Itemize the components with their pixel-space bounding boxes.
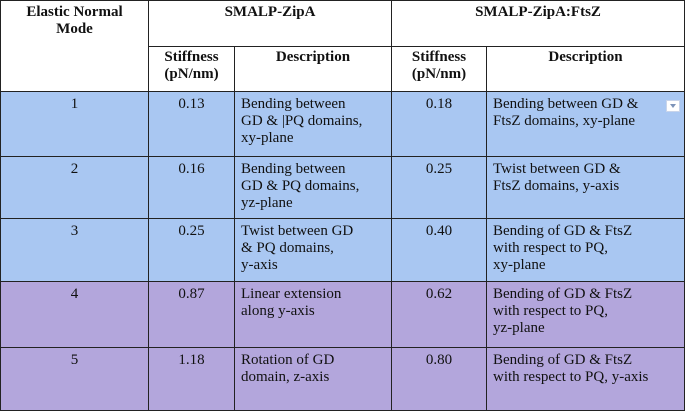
table-row: 5 1.18 Rotation of GD domain, z-axis 0.8… [0, 347, 685, 411]
mode-cell: 3 [0, 218, 149, 282]
description-line: Bending between [241, 96, 346, 112]
description-line: GD & |PQ domains, [241, 113, 363, 129]
stiffness-unit: (pN/nm) [164, 66, 219, 82]
ftsz-stiffness-cell: 0.25 [391, 156, 487, 219]
description-line: Bending between GD & [493, 96, 639, 112]
zipa-stiffness-cell: 0.25 [148, 218, 235, 282]
description-line: FtsZ domains, xy-plane [493, 113, 636, 129]
mode-header: Elastic Normal Mode [0, 0, 149, 92]
zipa-stiffness-cell: 1.18 [148, 347, 235, 411]
description-line: Twist between GD [241, 223, 354, 239]
ftsz-description-cell: Bending of GD & FtsZ with respect to PQ,… [486, 218, 685, 282]
ftsz-description-cell: Bending between GD & FtsZ domains, xy-pl… [486, 91, 685, 157]
table-row: 1 0.13 Bending between GD & |PQ domains,… [0, 91, 685, 157]
description-line: GD & PQ domains, [241, 178, 360, 194]
ftsz-description-cell: Twist between GD & FtsZ domains, y-axis [486, 156, 685, 219]
description-line: Linear extension [241, 286, 342, 302]
mode-cell: 4 [0, 281, 149, 348]
ftsz-description-header: Description [486, 46, 685, 92]
mode-header-line: Elastic Normal [26, 4, 123, 20]
zipa-stiffness-cell: 0.13 [148, 91, 235, 157]
description-line: domain, z-axis [241, 369, 330, 385]
description-line: with respect to PQ, y-axis [493, 369, 649, 385]
description-line: y-axis [241, 257, 278, 273]
mode-cell: 1 [0, 91, 149, 157]
ftsz-group-header: SMALP-ZipA:FtsZ [391, 0, 685, 47]
zipa-stiffness-cell: 0.16 [148, 156, 235, 219]
table-row: 2 0.16 Bending between GD & PQ domains, … [0, 156, 685, 219]
stiffness-label: Stiffness [411, 49, 467, 65]
zipa-description-cell: Twist between GD & PQ domains, y-axis [234, 218, 392, 282]
description-line: with respect to PQ, [493, 240, 608, 256]
stiffness-unit: (pN/nm) [411, 66, 467, 82]
mode-header-line: Mode [56, 21, 93, 37]
zipa-description-cell: Rotation of GD domain, z-axis [234, 347, 392, 411]
table-row: 4 0.87 Linear extension along y-axis 0.6… [0, 281, 685, 348]
description-line: Twist between GD & [493, 161, 621, 177]
mode-cell: 5 [0, 347, 149, 411]
ftsz-stiffness-cell: 0.40 [391, 218, 487, 282]
table-subheader-row: Stiffness (pN/nm) Description Stiffness … [1, 46, 685, 92]
mode-cell: 2 [0, 156, 149, 219]
table-header-row: Elastic Normal Mode SMALP-ZipA SMALP-Zip… [0, 0, 685, 92]
stiffness-label: Stiffness [164, 49, 219, 65]
description-line: yz-plane [241, 195, 293, 211]
zipa-description-cell: Linear extension along y-axis [234, 281, 392, 348]
zipa-stiffness-header: Stiffness (pN/nm) [148, 46, 235, 92]
description-line: Bending of GD & FtsZ [493, 223, 633, 239]
zipa-stiffness-cell: 0.87 [148, 281, 235, 348]
chevron-down-icon[interactable] [666, 100, 680, 112]
zipa-group-header: SMALP-ZipA [148, 0, 392, 47]
zipa-description-cell: Bending between GD & PQ domains, yz-plan… [234, 156, 392, 219]
ftsz-stiffness-cell: 0.80 [391, 347, 487, 411]
zipa-description-header: Description [234, 46, 392, 92]
description-line: Bending of GD & FtsZ [493, 286, 633, 302]
zipa-description-cell: Bending between GD & |PQ domains, xy-pla… [234, 91, 392, 157]
table-row: 3 0.25 Twist between GD & PQ domains, y-… [0, 218, 685, 282]
description-line: Bending of GD & FtsZ [493, 352, 633, 368]
ftsz-stiffness-cell: 0.18 [391, 91, 487, 157]
description-line: xy-plane [493, 257, 546, 273]
ftsz-description-cell: Bending of GD & FtsZ with respect to PQ,… [486, 347, 685, 411]
description-line: along y-axis [241, 303, 315, 319]
description-line: & PQ domains, [241, 240, 334, 256]
ftsz-stiffness-header: Stiffness (pN/nm) [391, 46, 487, 92]
ftsz-description-cell: Bending of GD & FtsZ with respect to PQ,… [486, 281, 685, 348]
description-line: yz-plane [493, 320, 545, 336]
description-line: Rotation of GD [241, 352, 335, 368]
description-line: Bending between [241, 161, 346, 177]
description-line: with respect to PQ, [493, 303, 608, 319]
description-line: FtsZ domains, y-axis [493, 178, 620, 194]
description-line: xy-plane [241, 130, 294, 146]
ftsz-stiffness-cell: 0.62 [391, 281, 487, 348]
